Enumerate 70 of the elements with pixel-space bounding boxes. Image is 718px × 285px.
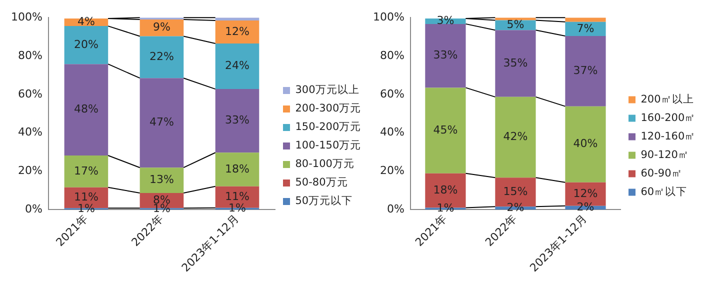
- bar: [215, 20, 260, 44]
- y-tick-label: 20%: [18, 164, 42, 178]
- data-label: 45%: [433, 123, 458, 136]
- legend-label: 90-120㎡: [640, 148, 689, 161]
- data-label: 12%: [573, 186, 598, 200]
- legend-label: 100-150万元: [295, 140, 362, 152]
- y-tick-label: 80%: [18, 48, 42, 62]
- data-label: 18%: [225, 162, 250, 176]
- data-label: 24%: [225, 59, 250, 72]
- bar: [140, 36, 184, 78]
- data-label: 1%: [436, 202, 454, 215]
- data-label: 12%: [225, 24, 250, 38]
- bar: [425, 88, 466, 174]
- y-tick-label: 40%: [380, 126, 404, 139]
- y-tick-label: 20%: [380, 164, 404, 178]
- data-label: 35%: [503, 56, 528, 70]
- bar: [565, 18, 606, 22]
- y-tick-label: 40%: [18, 126, 42, 139]
- bar: [565, 36, 606, 106]
- legend-label: 200-300万元: [295, 102, 362, 115]
- data-label: 1%: [228, 202, 246, 215]
- y-tick-label: 0%: [386, 202, 404, 216]
- bar: [425, 24, 466, 88]
- y-tick-label: 100%: [372, 10, 404, 24]
- legend-label: 60-90㎡: [640, 167, 682, 180]
- data-label: 5%: [506, 18, 524, 32]
- legend-label: 120-160㎡: [640, 130, 696, 142]
- data-label: 20%: [74, 38, 98, 51]
- data-label: 22%: [149, 50, 174, 64]
- data-label: 37%: [573, 64, 598, 78]
- bar: [64, 26, 108, 64]
- y-tick-label: 80%: [380, 48, 404, 62]
- bar: [495, 96, 536, 178]
- y-tick-label: 60%: [18, 87, 42, 100]
- legend-label: 80-100万元: [295, 158, 354, 170]
- data-label: 48%: [74, 102, 98, 116]
- bar: [215, 44, 260, 90]
- bar: [495, 30, 536, 97]
- y-tick-label: 60%: [380, 87, 404, 100]
- data-label: 15%: [503, 184, 528, 198]
- bar: [64, 64, 108, 156]
- bar: [140, 78, 184, 168]
- data-label: 33%: [433, 48, 458, 62]
- bar: [215, 152, 260, 186]
- data-label: 1%: [77, 202, 95, 215]
- data-label: 11%: [225, 190, 250, 204]
- data-label: 7%: [576, 22, 594, 35]
- data-label: 18%: [433, 183, 458, 196]
- data-label: 33%: [225, 114, 250, 127]
- data-label: 9%: [152, 20, 170, 34]
- legend-label: 50万元以下: [295, 194, 353, 208]
- data-label: 4%: [77, 15, 95, 28]
- legend-label: 50-80万元: [295, 176, 348, 189]
- data-label: 42%: [503, 130, 528, 144]
- legend-label: 300万元以上: [295, 83, 360, 96]
- data-label: 11%: [74, 190, 98, 204]
- legend-label: 150-200万元: [295, 121, 362, 134]
- data-label: 17%: [74, 164, 98, 178]
- data-label: 47%: [149, 116, 174, 129]
- bar: [64, 156, 108, 188]
- bar: [215, 89, 260, 153]
- y-tick-label: 100%: [10, 10, 42, 24]
- bar: [565, 106, 606, 182]
- legend-label: 160-200㎡: [640, 112, 696, 124]
- data-label: 40%: [573, 137, 598, 150]
- data-label: 13%: [149, 173, 174, 186]
- y-tick-label: 0%: [24, 202, 42, 216]
- bar: [140, 168, 184, 193]
- legend-label: 60㎡以下: [640, 184, 688, 198]
- legend-label: 200㎡以上: [640, 92, 694, 106]
